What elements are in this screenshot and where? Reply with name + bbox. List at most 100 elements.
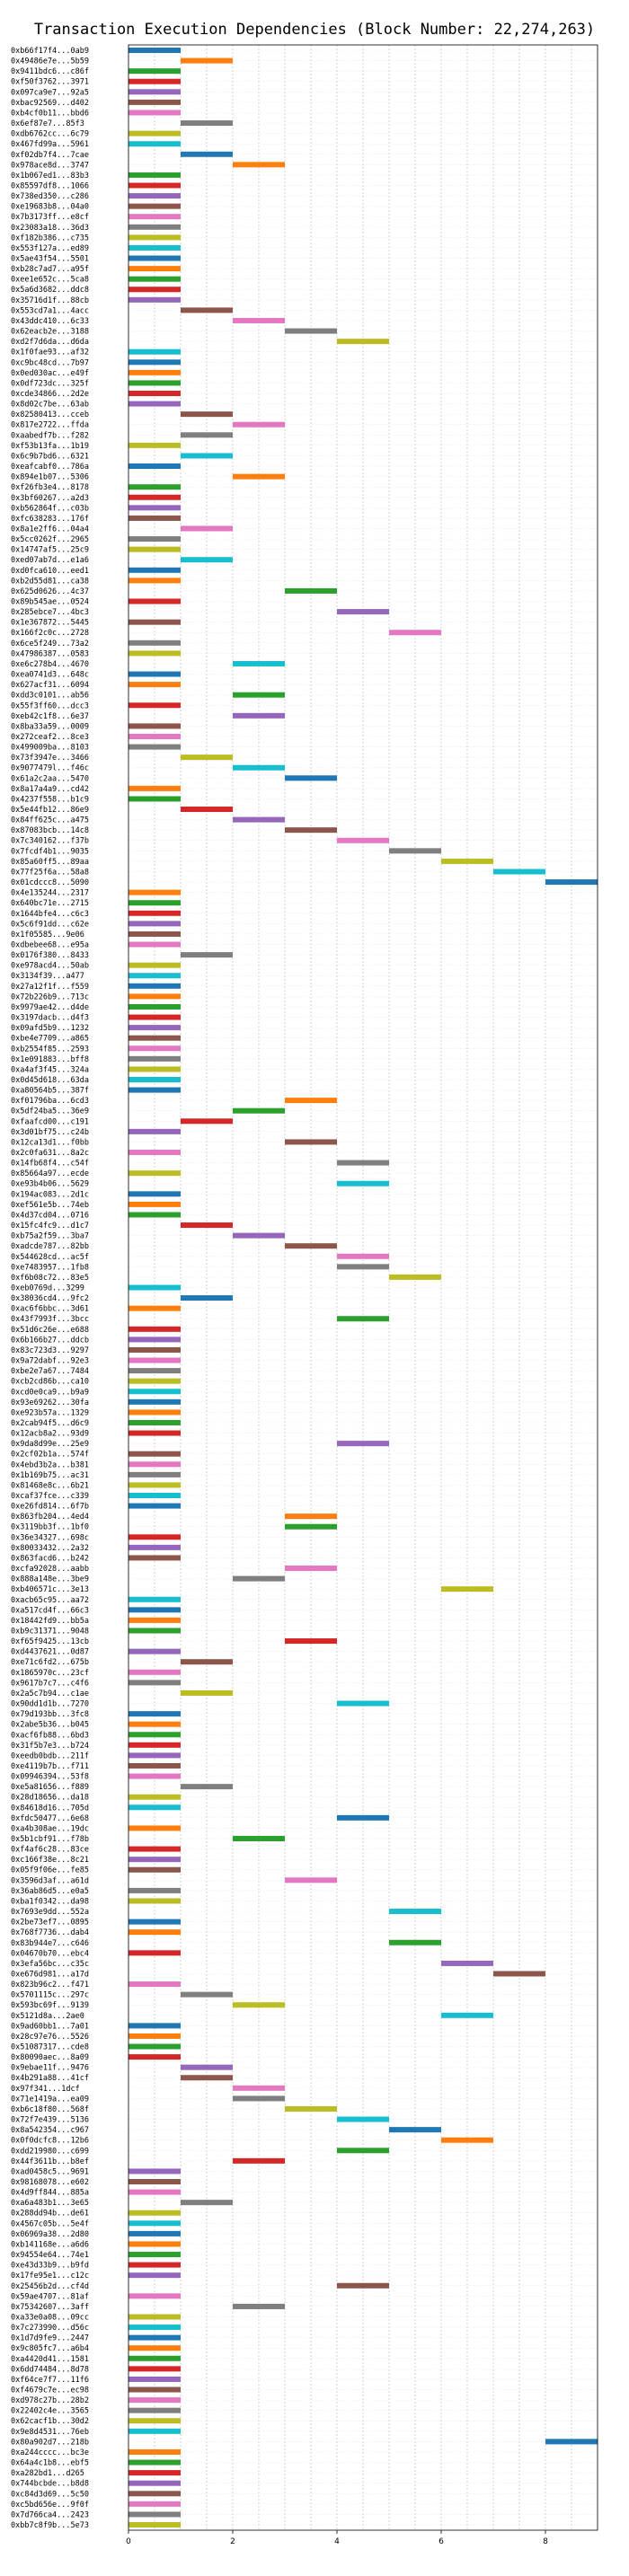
transaction-label: 0xf01796ba...6cd3 [11,1097,89,1106]
transaction-label: 0xb28c7ad7...a95f [11,265,89,274]
transaction-label: 0xe43d33b9...b9fd [11,2262,89,2271]
transaction-label: 0xf64ce7f7...11f6 [11,2376,89,2385]
transaction-label: 0x625d0626...4c37 [11,587,89,596]
transaction-bar [128,1430,181,1436]
transaction-label: 0x28c97e76...5526 [11,2033,89,2042]
transaction-label: 0x2be73ef7...0895 [11,1919,89,1928]
transaction-label: 0xe71c6fd2...675b [11,1658,89,1667]
transaction-label: 0x85664a97...ecde [11,1169,89,1178]
transaction-bar [128,1471,181,1478]
transaction-label: 0x72f7e439...5136 [11,2116,89,2125]
transaction-bar [128,2252,181,2258]
transaction-bar [233,712,285,719]
transaction-bar [233,1232,285,1239]
transaction-label: 0x097ca9e7...92a5 [11,88,89,97]
transaction-label: 0xc9bc48cd...7b97 [11,358,89,367]
transaction-label: 0x5701115c...297c [11,1991,89,2000]
transaction-bar [181,1991,233,1998]
transaction-bar [233,2157,285,2164]
transaction-bar [285,1139,337,1145]
transaction-bar [128,2054,181,2060]
transaction-label: 0xb2d55d81...ca38 [11,577,89,586]
transaction-label: 0x9ebae11f...9476 [11,2064,89,2073]
transaction-label: 0x744bcbde...b8d8 [11,2480,89,2489]
transaction-bar [285,587,337,594]
transaction-label: 0x27a12f1f...f559 [11,983,89,992]
transaction-label: 0xeedb0bdb...211f [11,1751,89,1760]
transaction-label: 0x9ad60bb1...7a01 [11,2022,89,2031]
transaction-bar [128,1398,181,1405]
transaction-label: 0x888a148e...3be9 [11,1575,89,1584]
transaction-bar [128,1752,181,1759]
transaction-label: 0xe978acd4...50ab [11,962,89,971]
transaction-bar [285,1566,337,1572]
transaction-bar [441,1586,493,1592]
transaction-label: 0xd0fca610...eed1 [11,567,89,576]
transaction-label: 0x7b3173ff...e8cf [11,213,89,222]
transaction-bar [128,1544,181,1550]
transaction-bar [128,1950,181,1956]
transaction-bar [337,2282,389,2289]
transaction-label: 0x18442fd9...bb5a [11,1617,89,1626]
transaction-label: 0xdd3c0101...ab56 [11,692,89,701]
transaction-bar [128,733,181,739]
transaction-label: 0x90dd1d1b...7270 [11,1700,89,1709]
transaction-label: 0xb66f17f4...0ab9 [11,47,89,56]
transaction-label: 0x59ae4707...81af [11,2292,89,2301]
transaction-bar [128,1555,181,1561]
transaction-bar [233,816,285,823]
transaction-label: 0x6b166b27...ddcb [11,1336,89,1345]
transaction-label: 0x2abe5b36...b045 [11,1721,89,1730]
transaction-label: 0x5a6d3682...ddc8 [11,286,89,295]
transaction-label: 0x863facd6...b242 [11,1554,89,1563]
transaction-bar [128,255,181,261]
transaction-bar [128,1128,181,1134]
transaction-bar [128,2501,181,2507]
transaction-bar [128,2511,181,2518]
transaction-bar [493,1971,545,1977]
transaction-bar [128,2522,181,2527]
transaction-label: 0x12ca13d1...f0bb [11,1138,89,1147]
transaction-bar [233,2002,285,2008]
transaction-bar [128,2241,181,2247]
transaction-bar [128,2407,181,2413]
transaction-label: 0x62cacf1b...30d2 [11,2417,89,2426]
transaction-bar [128,2272,181,2279]
transaction-bar [128,505,181,511]
transaction-bar [181,1222,233,1229]
transaction-bar [389,630,441,636]
transaction-bar [128,1409,181,1416]
transaction-label: 0x5e44fb12...86e9 [11,806,89,815]
transaction-label: 0x5ae43f54...5501 [11,255,89,264]
transaction-label: 0x6c9b7bd6...6321 [11,452,89,461]
transaction-bar [389,848,441,854]
transaction-label: 0x288dd94b...de61 [11,2210,89,2219]
transaction-bar [128,380,181,386]
transaction-label: 0xacf6fb88...6bd3 [11,1731,89,1740]
transaction-bar [128,1648,181,1654]
transaction-bar [128,1025,181,1031]
transaction-label: 0x80090aec...8a09 [11,2053,89,2062]
transaction-bar [128,494,181,500]
transaction-bar [181,525,233,532]
transaction-label: 0xacb65c95...aa72 [11,1596,89,1605]
transaction-label: 0x1b067ed1...83b3 [11,172,89,181]
transaction-label: 0x6ce5f249...73a2 [11,640,89,648]
transaction-bar [128,785,181,791]
transaction-label: 0x1b169b75...ac31 [11,1471,89,1480]
transaction-bar [233,692,285,698]
transaction-bar [128,1451,181,1457]
transaction-bar [128,1794,181,1800]
transaction-label: 0x6dd74484...8d78 [11,2365,89,2374]
plot-frame [128,44,598,2531]
transaction-bar [233,473,285,480]
transaction-label: 0x272ceaf2...8ce3 [11,733,89,742]
transaction-label: 0xa80564b5...387f [11,1087,89,1096]
transaction-label: 0x04670b70...ebc4 [11,1949,89,1958]
transaction-label: 0x22402c4e...3565 [11,2407,89,2416]
transaction-bar [128,2179,181,2185]
transaction-label: 0x3119bb3f...1bf0 [11,1523,89,1532]
transaction-label: 0x77f25f6a...58a8 [11,868,89,877]
transaction-label: 0xfc638283...176f [11,515,89,524]
